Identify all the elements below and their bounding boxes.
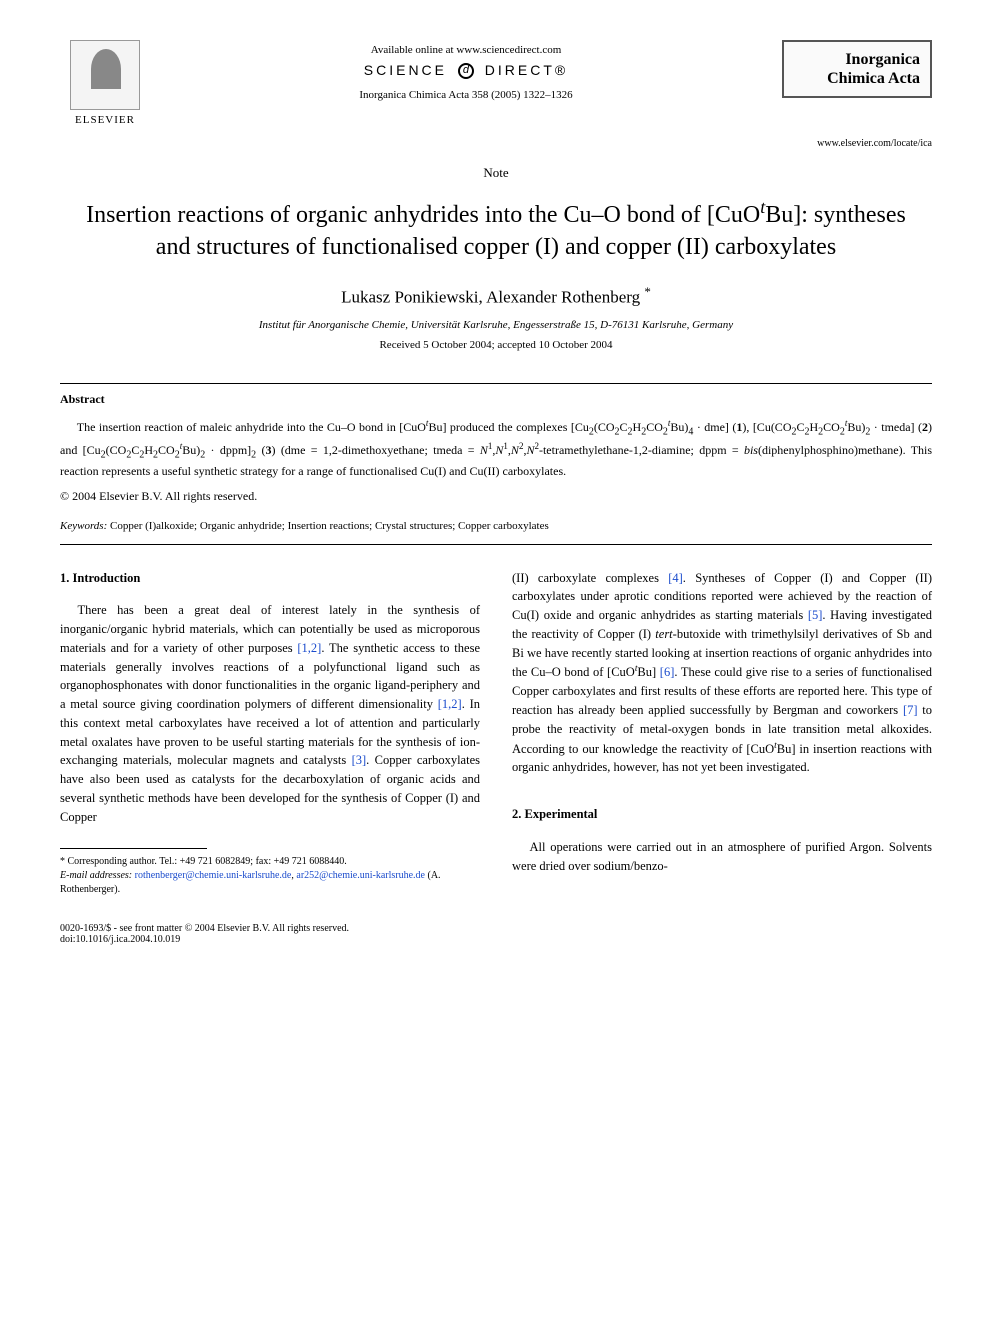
journal-box-line2: Chimica Acta xyxy=(794,69,920,88)
footer-doi: doi:10.1016/j.ica.2004.10.019 xyxy=(60,934,349,945)
abstract-copyright: © 2004 Elsevier B.V. All rights reserved… xyxy=(60,489,932,504)
footnote-rule xyxy=(60,848,207,849)
available-online-text: Available online at www.sciencedirect.co… xyxy=(150,44,782,56)
footer-left: 0020-1693/$ - see front matter © 2004 El… xyxy=(60,923,349,945)
keywords-line: Keywords: Copper (I)alkoxide; Organic an… xyxy=(60,520,932,532)
body-columns: 1. Introduction There has been a great d… xyxy=(60,569,932,898)
authors-names: Lukasz Ponikiewski, Alexander Rothenberg xyxy=(341,287,640,306)
note-label: Note xyxy=(60,165,932,181)
email-label: E-mail addresses: xyxy=(60,870,132,881)
sd-right: DIRECT® xyxy=(485,62,568,78)
journal-reference: Inorganica Chimica Acta 358 (2005) 1322–… xyxy=(150,89,782,101)
column-left: 1. Introduction There has been a great d… xyxy=(60,569,480,898)
rule-top xyxy=(60,383,932,384)
column-right: (II) carboxylate complexes [4]. Synthese… xyxy=(512,569,932,898)
journal-box-wrap: Inorganica Chimica Acta xyxy=(782,40,932,98)
keywords-text: Copper (I)alkoxide; Organic anhydride; I… xyxy=(110,520,549,532)
footnote-block: * Corresponding author. Tel.: +49 721 60… xyxy=(60,855,480,897)
abstract-heading: Abstract xyxy=(60,392,932,407)
section-2-heading: 2. Experimental xyxy=(512,805,932,824)
abstract-body: The insertion reaction of maleic anhydri… xyxy=(60,417,932,480)
email-1[interactable]: rothenberger@chemie.uni-karlsruhe.de xyxy=(135,870,292,881)
footnote-emails: E-mail addresses: rothenberger@chemie.un… xyxy=(60,869,480,897)
publisher-logo-block: ELSEVIER xyxy=(60,40,150,126)
experimental-para: All operations were carried out in an at… xyxy=(512,838,932,876)
publisher-name: ELSEVIER xyxy=(75,114,135,126)
science-direct-logo: SCIENCE DIRECT® xyxy=(150,62,782,79)
intro-para-left: There has been a great deal of interest … xyxy=(60,601,480,826)
footnote-corresponding: * Corresponding author. Tel.: +49 721 60… xyxy=(60,855,480,869)
received-dates: Received 5 October 2004; accepted 10 Oct… xyxy=(60,339,932,351)
corresponding-star: * xyxy=(644,284,651,299)
page-footer: 0020-1693/$ - see front matter © 2004 El… xyxy=(60,923,932,945)
elsevier-tree-icon xyxy=(70,40,140,110)
journal-title-box: Inorganica Chimica Acta xyxy=(782,40,932,98)
intro-para-right: (II) carboxylate complexes [4]. Synthese… xyxy=(512,569,932,778)
journal-url: www.elsevier.com/locate/ica xyxy=(60,138,932,149)
article-title: Insertion reactions of organic anhydride… xyxy=(60,195,932,264)
keywords-label: Keywords: xyxy=(60,520,107,532)
header-center: Available online at www.sciencedirect.co… xyxy=(150,40,782,101)
section-1-heading: 1. Introduction xyxy=(60,569,480,588)
sd-d-icon xyxy=(458,63,474,79)
journal-box-line1: Inorganica xyxy=(794,50,920,69)
authors-line: Lukasz Ponikiewski, Alexander Rothenberg… xyxy=(60,284,932,308)
email-2[interactable]: ar252@chemie.uni-karlsruhe.de xyxy=(296,870,425,881)
sd-left: SCIENCE xyxy=(364,62,447,78)
footer-front-matter: 0020-1693/$ - see front matter © 2004 El… xyxy=(60,923,349,934)
affiliation: Institut für Anorganische Chemie, Univer… xyxy=(60,319,932,331)
rule-bottom xyxy=(60,544,932,545)
page-header: ELSEVIER Available online at www.science… xyxy=(60,40,932,126)
email-sep: , xyxy=(291,870,294,881)
